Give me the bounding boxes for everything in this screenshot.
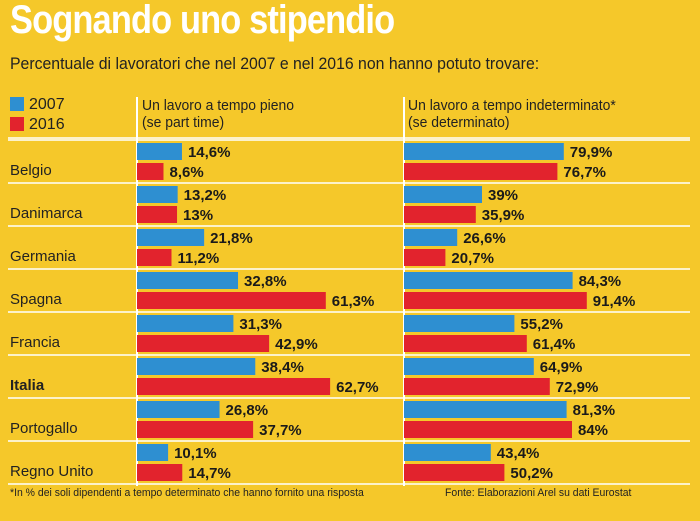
- category-label-regno-unito: Regno Unito: [10, 463, 93, 480]
- column-header-tempo-pieno-line1: Un lavoro a tempo pieno: [142, 97, 294, 114]
- footnote: *In % dei soli dipendenti a tempo determ…: [10, 487, 364, 499]
- bar-p2-germania-2016: [404, 249, 446, 266]
- bar-p1-italia-2007: [137, 358, 256, 375]
- legend-label-2007: 2007: [29, 96, 65, 113]
- bar-p1-germania-2007: [137, 229, 205, 246]
- bar-p1-francia-2007: [137, 315, 234, 332]
- value-label-p2-belgio-2007: 79,9%: [570, 144, 613, 161]
- legend-item-2007: 2007: [10, 97, 65, 113]
- value-label-p1-danimarca-2016: 13%: [183, 207, 213, 224]
- value-label-p1-portogallo-2016: 37,7%: [259, 422, 302, 439]
- column-header-tempo-pieno: Un lavoro a tempo pieno (se part time): [142, 97, 294, 131]
- value-label-p2-francia-2007: 55,2%: [520, 316, 563, 333]
- value-label-p2-italia-2016: 72,9%: [556, 379, 599, 396]
- category-label-francia: Francia: [10, 334, 61, 351]
- value-label-p1-italia-2016: 62,7%: [336, 379, 379, 396]
- bar-p2-belgio-2016: [404, 163, 558, 180]
- bar-p1-spagna-2007: [137, 272, 239, 289]
- value-label-p1-spagna-2007: 32,8%: [244, 273, 287, 290]
- column-header-indeterminato-line2: (se determinato): [408, 114, 510, 131]
- column-header-tempo-pieno-line2: (se part time): [142, 114, 225, 131]
- bar-p2-francia-2016: [404, 335, 527, 352]
- value-label-p1-francia-2016: 42,9%: [275, 336, 318, 353]
- value-label-p1-belgio-2016: 8,6%: [169, 164, 203, 181]
- value-label-p2-portogallo-2016: 84%: [578, 422, 608, 439]
- category-label-italia: Italia: [10, 377, 45, 394]
- bar-p2-italia-2016: [404, 378, 550, 395]
- chart-title: Sognando uno stipendio: [10, 0, 395, 42]
- chart-subtitle: Percentuale di lavoratori che nel 2007 e…: [10, 54, 540, 73]
- bar-p1-portogallo-2016: [137, 421, 254, 438]
- bar-p2-italia-2007: [404, 358, 534, 375]
- bar-p1-danimarca-2007: [137, 186, 178, 203]
- value-label-p2-francia-2016: 61,4%: [533, 336, 576, 353]
- value-label-p2-regno-unito-2016: 50,2%: [510, 465, 553, 482]
- value-label-p1-danimarca-2007: 13,2%: [184, 187, 227, 204]
- value-label-p2-portogallo-2007: 81,3%: [573, 402, 616, 419]
- value-label-p1-belgio-2007: 14,6%: [188, 144, 231, 161]
- value-label-p2-regno-unito-2007: 43,4%: [497, 445, 540, 462]
- bar-p1-danimarca-2016: [137, 206, 178, 223]
- value-label-p2-germania-2016: 20,7%: [451, 250, 494, 267]
- legend-label-2016: 2016: [29, 116, 65, 133]
- value-label-p2-belgio-2016: 76,7%: [563, 164, 606, 181]
- bar-p2-regno-unito-2016: [404, 464, 505, 481]
- bar-p1-portogallo-2007: [137, 401, 220, 418]
- value-label-p2-italia-2007: 64,9%: [540, 359, 583, 376]
- value-label-p2-danimarca-2016: 35,9%: [482, 207, 525, 224]
- value-label-p1-francia-2007: 31,3%: [239, 316, 282, 333]
- value-label-p2-germania-2007: 26,6%: [463, 230, 506, 247]
- legend-item-2016: 2016: [10, 117, 65, 133]
- value-label-p1-germania-2016: 11,2%: [177, 250, 219, 267]
- bar-p1-germania-2016: [137, 249, 172, 266]
- bar-p1-belgio-2016: [137, 163, 164, 180]
- source-note: Fonte: Elaborazioni Arel su dati Eurosta…: [445, 487, 632, 499]
- value-label-p1-regno-unito-2007: 10,1%: [174, 445, 217, 462]
- category-label-danimarca: Danimarca: [10, 205, 83, 222]
- category-label-germania: Germania: [10, 248, 77, 265]
- value-label-p2-spagna-2016: 91,4%: [593, 293, 636, 310]
- category-label-belgio: Belgio: [10, 162, 52, 179]
- category-label-spagna: Spagna: [10, 291, 62, 308]
- bar-p2-spagna-2007: [404, 272, 573, 289]
- legend-swatch-2016: [10, 117, 24, 131]
- bar-p1-spagna-2016: [137, 292, 326, 309]
- bar-p2-germania-2007: [404, 229, 458, 246]
- bar-p1-regno-unito-2016: [137, 464, 183, 481]
- bar-p2-portogallo-2007: [404, 401, 567, 418]
- column-header-indeterminato-line1: Un lavoro a tempo indeterminato*: [408, 97, 616, 114]
- bar-p2-spagna-2016: [404, 292, 587, 309]
- value-label-p1-regno-unito-2016: 14,7%: [188, 465, 231, 482]
- value-label-p1-spagna-2016: 61,3%: [332, 293, 375, 310]
- bar-p1-francia-2016: [137, 335, 270, 352]
- category-label-portogallo: Portogallo: [10, 420, 78, 437]
- value-label-p1-italia-2007: 38,4%: [261, 359, 304, 376]
- column-header-indeterminato: Un lavoro a tempo indeterminato* (se det…: [408, 97, 616, 131]
- bar-p1-regno-unito-2007: [137, 444, 169, 461]
- bar-p2-francia-2007: [404, 315, 515, 332]
- bar-p1-belgio-2007: [137, 143, 182, 160]
- value-label-p1-portogallo-2007: 26,8%: [226, 402, 269, 419]
- bar-p2-regno-unito-2007: [404, 444, 491, 461]
- value-label-p2-spagna-2007: 84,3%: [579, 273, 622, 290]
- bar-p2-portogallo-2016: [404, 421, 572, 438]
- bar-p2-belgio-2007: [404, 143, 564, 160]
- legend-swatch-2007: [10, 97, 24, 111]
- value-label-p1-germania-2007: 21,8%: [210, 230, 253, 247]
- bar-p1-italia-2016: [137, 378, 331, 395]
- value-label-p2-danimarca-2007: 39%: [488, 187, 518, 204]
- bar-p2-danimarca-2007: [404, 186, 482, 203]
- bar-p2-danimarca-2016: [404, 206, 476, 223]
